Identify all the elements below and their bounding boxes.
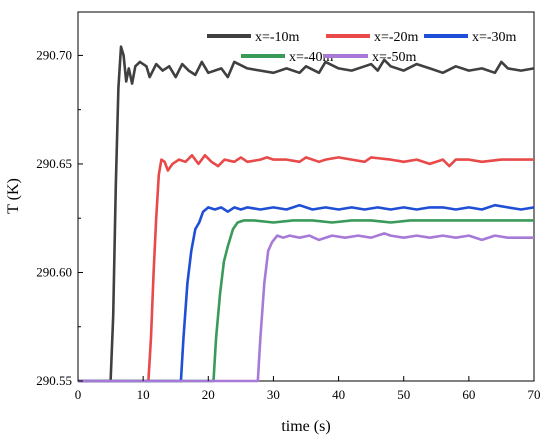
- y-tick-label: 290.70: [36, 47, 72, 62]
- x-tick-label: 0: [75, 387, 82, 402]
- legend-label-3: x=-30m: [472, 30, 517, 45]
- x-tick-label: 60: [462, 387, 475, 402]
- series-line-5: [78, 232, 534, 383]
- y-tick-label: 290.55: [36, 373, 72, 388]
- legend-label-5: x=-50m: [372, 50, 417, 65]
- x-tick-label: 10: [137, 387, 150, 402]
- x-tick-label: 20: [202, 387, 215, 402]
- x-tick-label: 70: [528, 387, 541, 402]
- legend-label-2: x=-20m: [374, 30, 419, 45]
- y-axis-title: T (K): [5, 178, 22, 214]
- series-line-4: [78, 219, 534, 383]
- series-line-2: [78, 154, 534, 383]
- series-line-1: [78, 45, 535, 383]
- plot-frame: [77, 11, 535, 382]
- legend: x=-10m x=-20m x=-30m x=-40m x=-50m: [207, 30, 517, 65]
- x-axis-ticks: 0 10 20 30 40 50 60 70: [75, 376, 541, 402]
- y-tick-label: 290.60: [36, 264, 72, 279]
- x-axis-title: time (s): [281, 418, 330, 435]
- x-tick-label: 40: [332, 387, 345, 402]
- legend-label-1: x=-10m: [255, 30, 300, 45]
- x-tick-label: 30: [267, 387, 280, 402]
- series-layer: [78, 45, 535, 383]
- y-tick-label: 290.65: [36, 156, 72, 171]
- series-line-3: [78, 203, 535, 383]
- legend-label-4: x=-40m: [289, 50, 334, 65]
- y-axis-ticks: 290.55 290.60 290.65 290.70: [36, 47, 83, 388]
- x-tick-label: 50: [397, 387, 410, 402]
